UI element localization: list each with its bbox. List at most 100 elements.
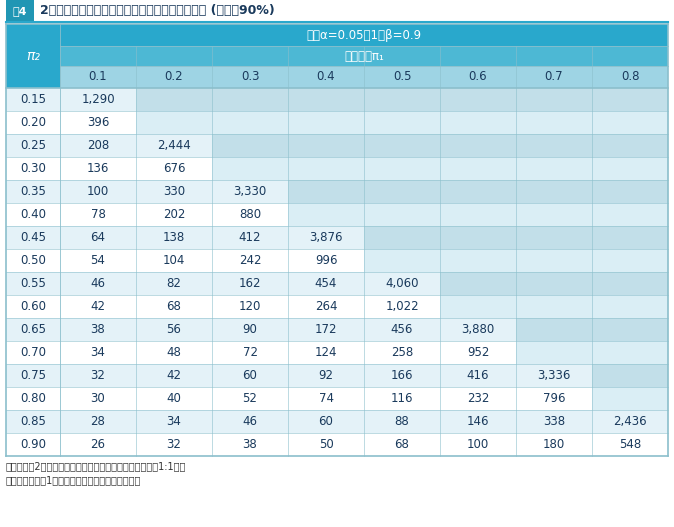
- Bar: [440, 157, 516, 180]
- Text: 104: 104: [163, 254, 185, 267]
- Bar: [364, 134, 440, 157]
- Text: 2,444: 2,444: [157, 139, 191, 152]
- Text: 3,330: 3,330: [233, 185, 267, 198]
- Text: 46: 46: [243, 415, 257, 428]
- Text: 330: 330: [163, 185, 185, 198]
- Text: 100: 100: [467, 438, 489, 451]
- Text: 124: 124: [315, 346, 337, 359]
- Bar: [136, 111, 212, 134]
- Bar: [364, 111, 440, 134]
- Text: 120: 120: [239, 300, 262, 313]
- Text: 表4: 表4: [13, 6, 27, 16]
- Text: 3,880: 3,880: [462, 323, 495, 336]
- Text: 0.40: 0.40: [20, 208, 46, 221]
- Text: 92: 92: [319, 369, 334, 382]
- Bar: [60, 46, 668, 66]
- Bar: [592, 272, 668, 295]
- Text: 0.65: 0.65: [20, 323, 46, 336]
- Text: 0.35: 0.35: [20, 185, 46, 198]
- Bar: [516, 157, 592, 180]
- Text: 136: 136: [87, 162, 109, 175]
- Text: 0.90: 0.90: [20, 438, 46, 451]
- Text: 38: 38: [243, 438, 257, 451]
- Bar: [6, 341, 668, 364]
- Bar: [440, 111, 516, 134]
- Text: 0.60: 0.60: [20, 300, 46, 313]
- Bar: [440, 249, 516, 272]
- Text: 生存確率π₁: 生存確率π₁: [344, 50, 384, 63]
- Bar: [516, 88, 592, 111]
- Bar: [592, 226, 668, 249]
- Bar: [288, 88, 364, 111]
- Text: 0.70: 0.70: [20, 346, 46, 359]
- Text: 0.1: 0.1: [89, 71, 107, 83]
- Bar: [6, 88, 668, 111]
- Text: 166: 166: [391, 369, 413, 382]
- Bar: [364, 180, 440, 203]
- Text: 0.50: 0.50: [20, 254, 46, 267]
- Bar: [364, 157, 440, 180]
- Bar: [212, 88, 288, 111]
- Text: 232: 232: [467, 392, 489, 405]
- Bar: [288, 180, 364, 203]
- Text: 258: 258: [391, 346, 413, 359]
- Bar: [288, 111, 364, 134]
- Bar: [516, 134, 592, 157]
- Bar: [516, 295, 592, 318]
- Text: 796: 796: [543, 392, 565, 405]
- Text: 180: 180: [543, 438, 565, 451]
- Text: 162: 162: [239, 277, 262, 290]
- Bar: [6, 203, 668, 226]
- Text: 116: 116: [391, 392, 413, 405]
- Bar: [6, 410, 668, 433]
- Bar: [6, 318, 668, 341]
- Bar: [364, 203, 440, 226]
- Text: 82: 82: [166, 277, 181, 290]
- Text: 4,060: 4,060: [386, 277, 419, 290]
- Bar: [592, 295, 668, 318]
- Text: 著者作成（文献1にも同様に計算した表がある）。: 著者作成（文献1にも同様に計算した表がある）。: [6, 475, 142, 485]
- Text: 56: 56: [166, 323, 181, 336]
- Text: 32: 32: [166, 438, 181, 451]
- Bar: [516, 203, 592, 226]
- Text: 338: 338: [543, 415, 565, 428]
- Bar: [6, 111, 668, 134]
- Text: 42: 42: [166, 369, 181, 382]
- Text: 396: 396: [87, 116, 109, 129]
- Bar: [6, 24, 668, 46]
- Text: 548: 548: [619, 438, 641, 451]
- Text: 60: 60: [243, 369, 257, 382]
- Text: 74: 74: [319, 392, 334, 405]
- Text: 46: 46: [90, 277, 106, 290]
- Text: 0.6: 0.6: [468, 71, 487, 83]
- Text: 456: 456: [391, 323, 413, 336]
- Text: 0.7: 0.7: [545, 71, 563, 83]
- Text: 0.20: 0.20: [20, 116, 46, 129]
- Bar: [440, 226, 516, 249]
- Text: 3,876: 3,876: [309, 231, 343, 244]
- Bar: [288, 157, 364, 180]
- Text: 68: 68: [166, 300, 181, 313]
- Bar: [592, 111, 668, 134]
- Bar: [592, 88, 668, 111]
- Bar: [6, 364, 668, 387]
- Text: 412: 412: [239, 231, 262, 244]
- Text: 0.80: 0.80: [20, 392, 46, 405]
- Bar: [6, 272, 668, 295]
- Bar: [6, 0, 34, 22]
- Bar: [516, 272, 592, 295]
- Text: 0.25: 0.25: [20, 139, 46, 152]
- Bar: [6, 180, 668, 203]
- Text: 0.3: 0.3: [241, 71, 259, 83]
- Text: 100: 100: [87, 185, 109, 198]
- Text: 表の数値は2群合わせたサンプルサイズを示す（割付け比1:1）。: 表の数値は2群合わせたサンプルサイズを示す（割付け比1:1）。: [6, 461, 187, 471]
- Text: 880: 880: [239, 208, 261, 221]
- Text: 48: 48: [166, 346, 181, 359]
- Text: 208: 208: [87, 139, 109, 152]
- Bar: [6, 387, 668, 410]
- Bar: [212, 134, 288, 157]
- Text: 68: 68: [394, 438, 409, 451]
- Bar: [592, 387, 668, 410]
- Text: 34: 34: [90, 346, 105, 359]
- Bar: [592, 134, 668, 157]
